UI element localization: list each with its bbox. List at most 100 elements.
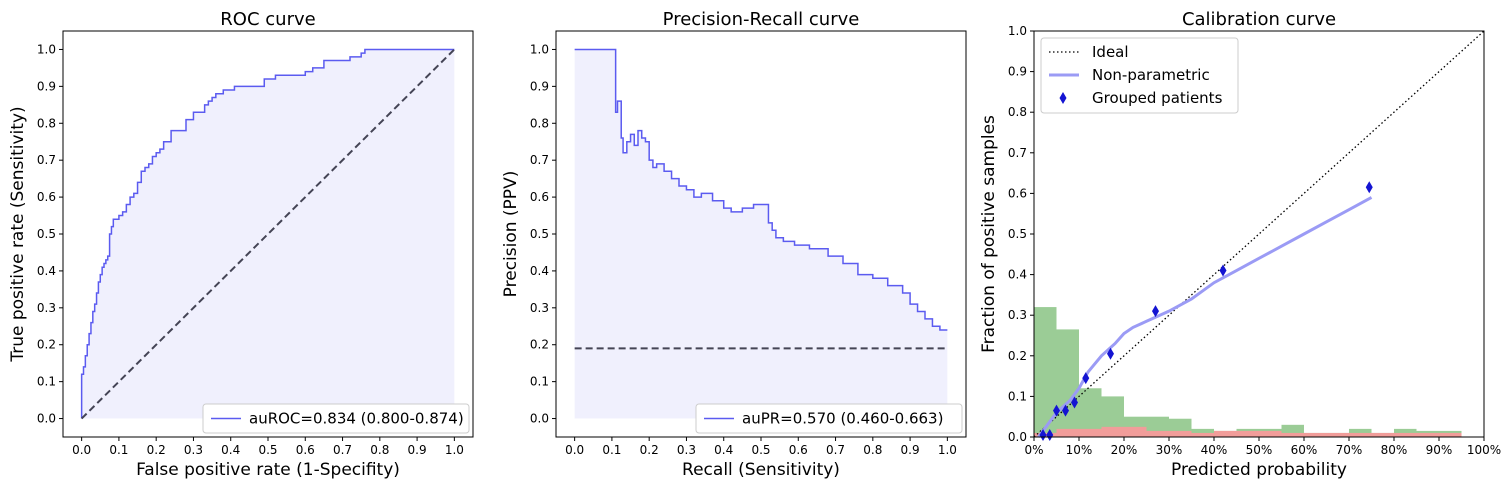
histogram-bar	[1214, 430, 1237, 437]
legend-label: Ideal	[1092, 43, 1129, 61]
legend-label: auROC=0.834 (0.800-0.874)	[249, 410, 464, 428]
chart-title: Calibration curve	[1182, 9, 1336, 30]
data-point-marker	[1365, 181, 1373, 194]
data-point-marker	[1046, 428, 1054, 441]
histogram-bar	[1416, 432, 1439, 437]
x-tick-label: 0.2	[640, 443, 659, 457]
x-tick-label: 20%	[1111, 443, 1138, 457]
x-tick-label: 0.5	[258, 443, 277, 457]
series-line	[1037, 196, 1373, 438]
histogram-bar	[1079, 388, 1102, 437]
y-axis-label: Precision (PPV)	[501, 171, 521, 298]
x-tick-label: 0.7	[333, 443, 352, 457]
histogram-bar	[1056, 428, 1079, 437]
y-tick-label: 0.4	[1008, 268, 1027, 282]
legend-marker-swatch	[1059, 92, 1067, 104]
x-tick-label: 0%	[1024, 443, 1043, 457]
legend-box	[1040, 37, 1239, 114]
y-axis-label: True positive rate (Sensitivity)	[8, 106, 28, 362]
data-point-marker	[1053, 404, 1060, 417]
x-tick-label: 0.2	[147, 443, 166, 457]
histogram-bar	[1079, 428, 1102, 437]
legend-label: Grouped patients	[1092, 89, 1223, 107]
roc-panel: ROC curve 0.0 0.1 0.2 0.3 0.4 0.5 0.6 0.7 0.8 0.9 1…	[8, 9, 474, 480]
histogram-bar	[1101, 426, 1124, 437]
x-tick-label: 40%	[1201, 443, 1228, 457]
y-tick-label: 1.0	[1008, 24, 1027, 38]
reference-line	[1033, 30, 1485, 438]
x-tick-label: 0.8	[863, 443, 882, 457]
data-point-marker	[1071, 396, 1078, 409]
x-tick-label: 0.3	[677, 443, 696, 457]
y-tick-label: 0.1	[37, 375, 56, 389]
chart-title: Precision-Recall curve	[663, 9, 860, 30]
x-axis-label: Recall (Sensitivity)	[682, 460, 840, 480]
x-tick-label: 0.6	[789, 443, 808, 457]
y-tick-label: 0.5	[1008, 227, 1027, 241]
y-tick-label: 0.7	[1008, 146, 1027, 160]
y-tick-label: 0.2	[37, 338, 56, 352]
y-tick-label: 0.8	[37, 116, 56, 130]
x-tick-label: 0.5	[751, 443, 770, 457]
y-tick-label: 0.3	[1008, 308, 1027, 322]
histogram-bar	[1056, 329, 1079, 437]
histogram-bar	[1281, 432, 1304, 437]
y-tick-label: 0.8	[1008, 105, 1027, 119]
y-tick-label: 0.1	[530, 375, 549, 389]
histogram-bar	[1326, 432, 1349, 437]
y-tick-label: 0.0	[37, 412, 56, 426]
histogram-bar	[1191, 432, 1214, 437]
x-axis-label: Predicted probability	[1171, 460, 1347, 480]
curve-line	[80, 48, 455, 419]
y-tick-label: 0.8	[530, 116, 549, 130]
y-tick-label: 0.4	[530, 264, 549, 278]
area-under-curve	[81, 49, 455, 419]
y-tick-label: 1.0	[37, 42, 56, 56]
histogram-bar	[1439, 432, 1462, 437]
x-tick-label: 0.8	[370, 443, 389, 457]
y-tick-label: 0.5	[37, 227, 56, 241]
x-tick-label: 0.7	[826, 443, 845, 457]
histogram-bar	[1236, 430, 1259, 437]
x-tick-label: 0.3	[184, 443, 203, 457]
y-tick-label: 0.7	[37, 153, 56, 167]
y-tick-label: 0.7	[530, 153, 549, 167]
y-tick-label: 0.4	[37, 264, 56, 278]
calibration-panel: Calibration curve 0% 10% 20% 30% 40% 50% 60% 70%…	[979, 9, 1501, 480]
x-tick-label: 90%	[1426, 443, 1453, 457]
x-tick-label: 100%	[1467, 443, 1501, 457]
y-tick-label: 0.2	[1008, 349, 1027, 363]
x-tick-label: 80%	[1381, 443, 1408, 457]
data-point-marker	[1082, 372, 1090, 385]
histogram-bar	[1371, 432, 1394, 437]
y-tick-label: 1.0	[530, 42, 549, 56]
histogram-bar	[1259, 430, 1282, 437]
x-tick-label: 0.4	[714, 443, 733, 457]
histogram-bar	[1169, 430, 1192, 437]
x-tick-label: 0.0	[565, 443, 584, 457]
histogram-bar	[1034, 307, 1057, 437]
legend-label: Non-parametric	[1092, 66, 1210, 84]
x-tick-label: 60%	[1291, 443, 1318, 457]
x-axis-label: False positive rate (1-Specifity)	[136, 460, 400, 480]
data-point-marker	[1219, 264, 1227, 277]
x-tick-label: 70%	[1336, 443, 1363, 457]
x-tick-label: 1.0	[938, 443, 957, 457]
x-tick-label: 1.0	[445, 443, 464, 457]
data-point-marker	[1107, 347, 1114, 360]
y-tick-label: 0.6	[37, 190, 56, 204]
y-tick-label: 0.6	[1008, 186, 1027, 200]
y-tick-label: 0.9	[37, 79, 56, 93]
y-tick-label: 0.9	[530, 79, 549, 93]
x-tick-label: 30%	[1156, 443, 1183, 457]
curve-line	[574, 48, 948, 331]
legend-label: auPR=0.570 (0.460-0.663)	[742, 410, 943, 428]
x-tick-label: 0.4	[221, 443, 240, 457]
y-tick-label: 0.1	[1008, 389, 1027, 403]
x-tick-label: 50%	[1246, 443, 1273, 457]
legend-box	[695, 403, 963, 434]
y-tick-label: 0.3	[530, 301, 549, 315]
histogram-bar	[1304, 432, 1327, 437]
